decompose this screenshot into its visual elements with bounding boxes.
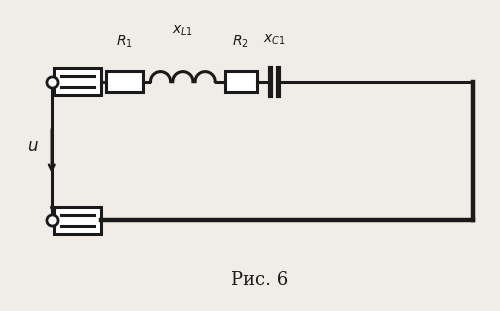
Text: $R_2$: $R_2$ xyxy=(232,34,250,50)
Text: $x_{L1}$: $x_{L1}$ xyxy=(172,24,194,38)
Bar xyxy=(225,71,256,92)
Bar xyxy=(54,207,102,234)
Text: $u$: $u$ xyxy=(27,137,39,155)
Bar xyxy=(54,68,102,95)
Text: $R_1$: $R_1$ xyxy=(116,34,134,50)
Text: $x_{C1}$: $x_{C1}$ xyxy=(262,33,285,47)
Text: Рис. 6: Рис. 6 xyxy=(232,271,288,289)
Bar xyxy=(106,71,144,92)
